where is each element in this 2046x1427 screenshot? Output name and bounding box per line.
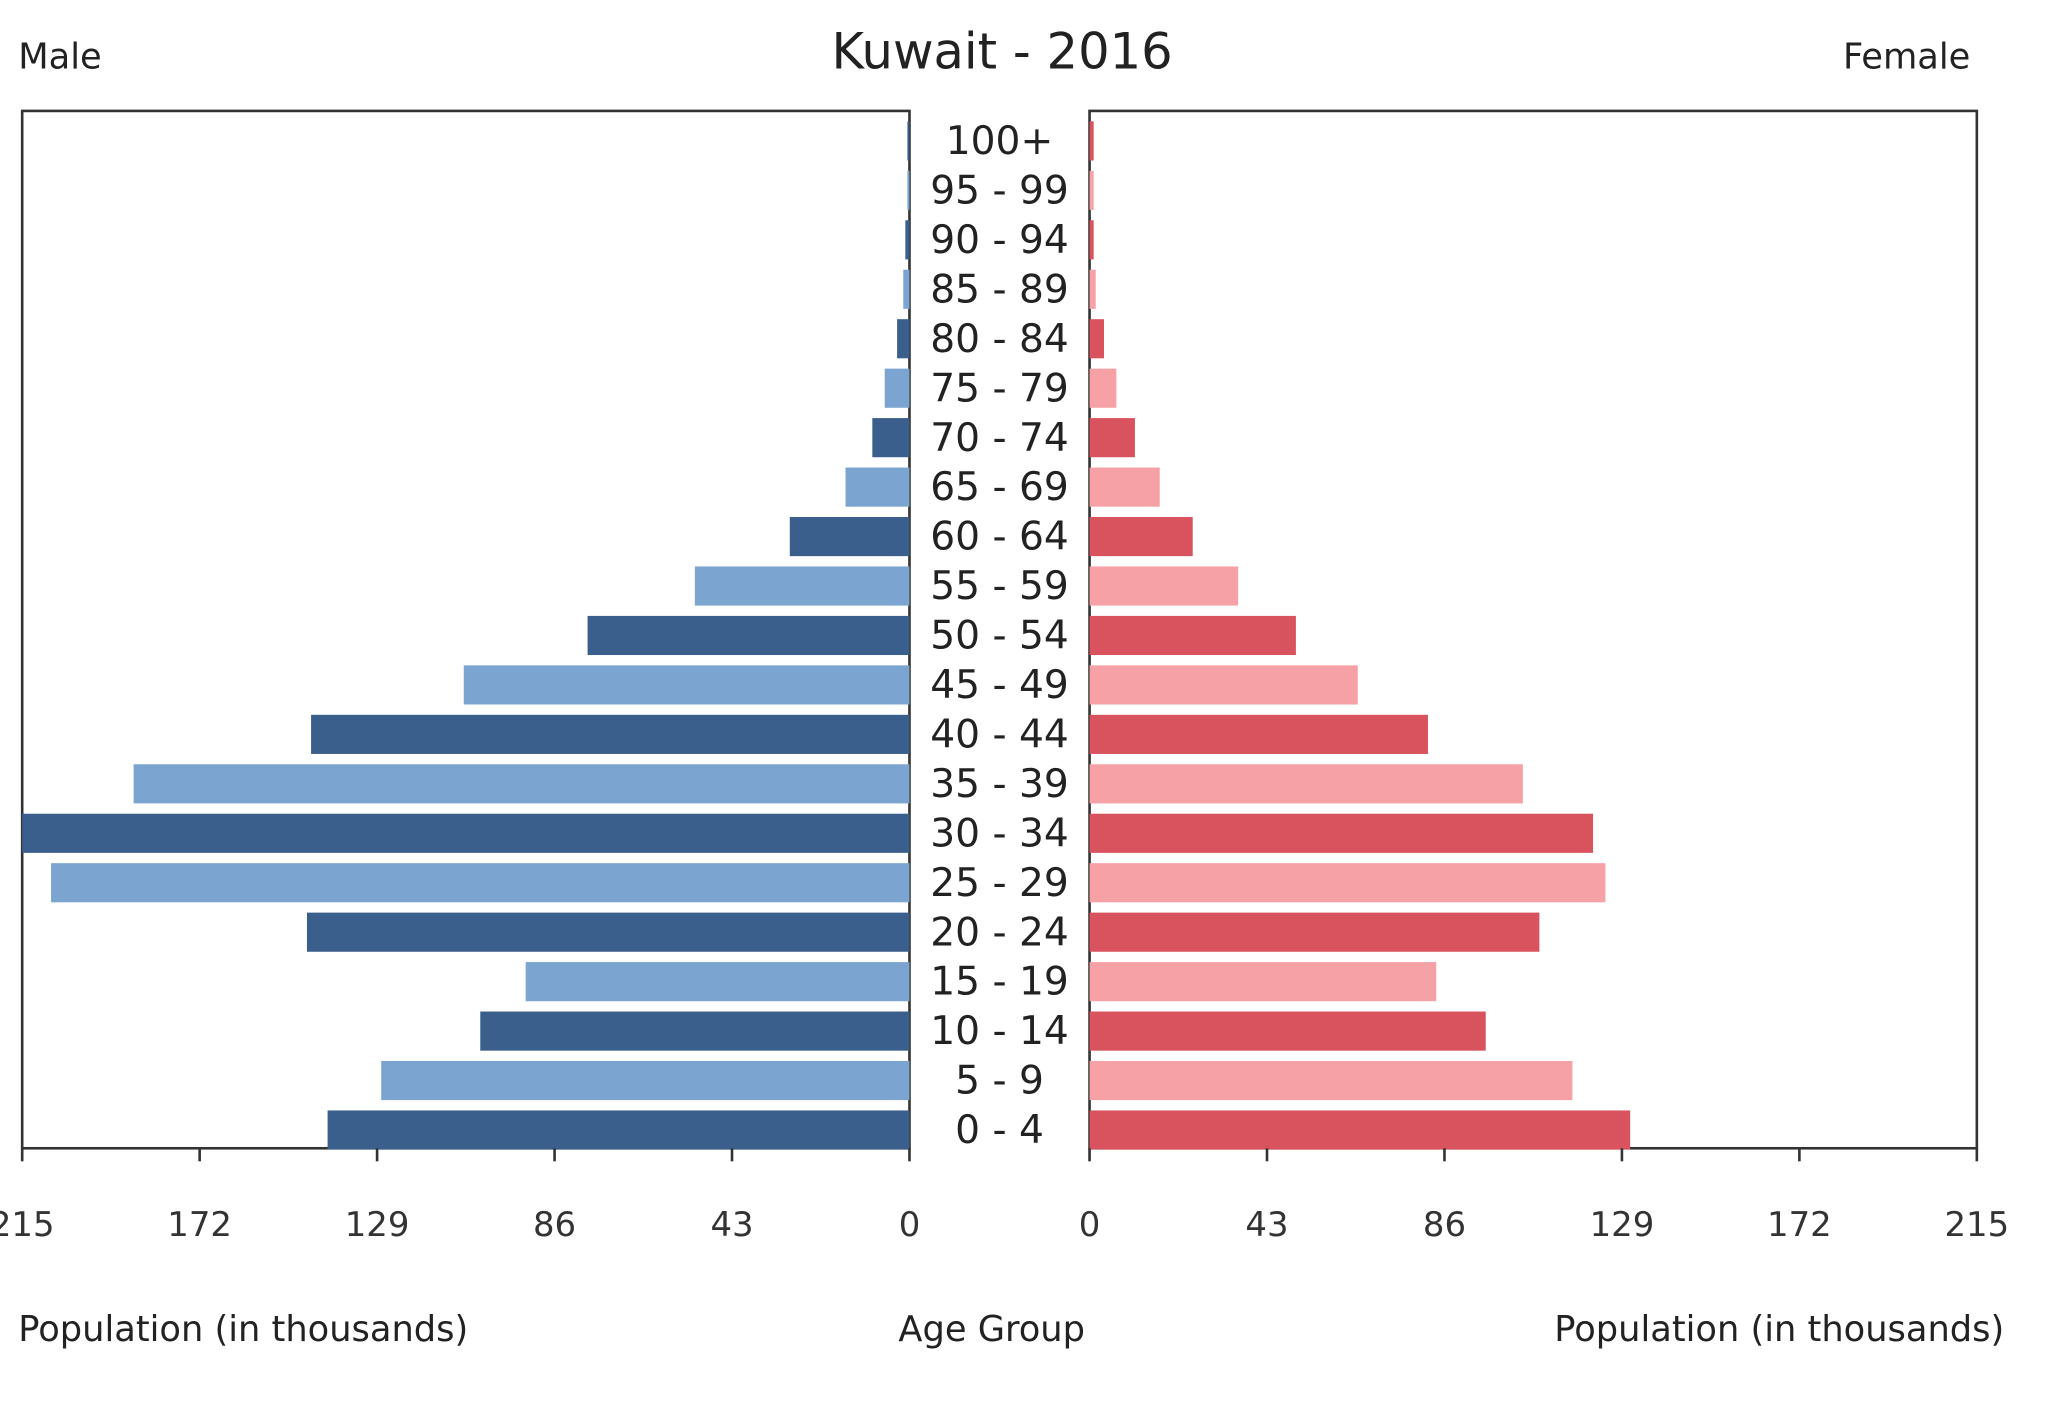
x-tick-label: 0 (899, 1205, 921, 1244)
age-label: 95 - 99 (930, 168, 1069, 213)
bar (1089, 516, 1193, 557)
bar (903, 269, 910, 309)
age-label: 10 - 14 (930, 1009, 1069, 1054)
bar (1089, 368, 1117, 408)
age-label: 55 - 59 (930, 564, 1069, 609)
bar (1089, 170, 1094, 210)
left-label: Male (18, 37, 101, 78)
right-label: Female (1843, 37, 1970, 78)
age-label: 5 - 9 (955, 1059, 1044, 1104)
age-label: 0 - 4 (955, 1108, 1044, 1153)
bar (1089, 764, 1523, 804)
chart-title: Kuwait - 2016 (832, 22, 1173, 80)
age-label: 100+ (946, 119, 1053, 164)
age-label: 20 - 24 (930, 910, 1069, 955)
bar (381, 1060, 910, 1101)
bar (463, 665, 910, 705)
bar (1089, 467, 1160, 507)
x-tick-label: 86 (533, 1205, 576, 1244)
bar (1089, 566, 1239, 606)
x-tick-label: 172 (167, 1205, 232, 1244)
bar (1089, 418, 1135, 458)
bar (872, 418, 910, 458)
age-label: 60 - 64 (930, 515, 1069, 560)
bar (1089, 220, 1094, 260)
age-label: 65 - 69 (930, 465, 1069, 510)
x-tick-label: 172 (1767, 1205, 1832, 1244)
age-label: 70 - 74 (930, 416, 1069, 461)
bar (905, 220, 910, 260)
age-label: 90 - 94 (930, 218, 1069, 263)
bar (789, 516, 910, 557)
bar (1089, 269, 1096, 309)
bar (525, 962, 910, 1002)
age-label: 40 - 44 (930, 712, 1069, 757)
bar (1089, 121, 1094, 161)
x-tick-label: 0 (1079, 1205, 1101, 1244)
bar (1089, 813, 1594, 853)
bar (311, 714, 910, 754)
bar (1089, 714, 1428, 754)
bar (884, 368, 910, 408)
bar (907, 121, 910, 161)
bar (694, 566, 910, 606)
age-label: 30 - 34 (930, 811, 1069, 856)
bar (133, 764, 910, 804)
bar (1089, 1060, 1573, 1101)
x-tick-label: 129 (345, 1205, 410, 1244)
age-label: 45 - 49 (930, 663, 1069, 708)
bar (1089, 319, 1104, 359)
bar (306, 912, 910, 952)
age-label: 35 - 39 (930, 762, 1069, 807)
bar (907, 170, 910, 210)
age-label: 75 - 79 (930, 366, 1069, 411)
bar (587, 615, 910, 656)
bar (1089, 1110, 1631, 1150)
bar (1089, 912, 1540, 952)
x-tick-label: 43 (1245, 1205, 1288, 1244)
bar (897, 319, 910, 359)
x-tick-label: 129 (1590, 1205, 1655, 1244)
age-label: 50 - 54 (930, 614, 1069, 659)
age-label: 15 - 19 (930, 960, 1069, 1005)
bar (22, 813, 910, 853)
x-tick-label: 86 (1423, 1205, 1466, 1244)
bar (1089, 1011, 1486, 1051)
age-label: 85 - 89 (930, 267, 1069, 312)
x-tick-label: 215 (1944, 1205, 2009, 1244)
x-axis-title: Population (in thousands) (18, 1309, 468, 1350)
bar (1089, 665, 1358, 705)
bar (327, 1110, 910, 1150)
age-label: 80 - 84 (930, 317, 1069, 362)
category-axis-title: Age Group (898, 1309, 1085, 1350)
bar (1089, 615, 1296, 656)
age-label: 25 - 29 (930, 861, 1069, 906)
x-tick-label: 43 (710, 1205, 753, 1244)
bar (1089, 863, 1606, 903)
x-tick-label: 215 (0, 1205, 55, 1244)
bar (845, 467, 910, 507)
x-axis-title: Population (in thousands) (1554, 1309, 2004, 1350)
bar (1089, 962, 1437, 1002)
bar (51, 863, 910, 903)
bar (480, 1011, 910, 1051)
